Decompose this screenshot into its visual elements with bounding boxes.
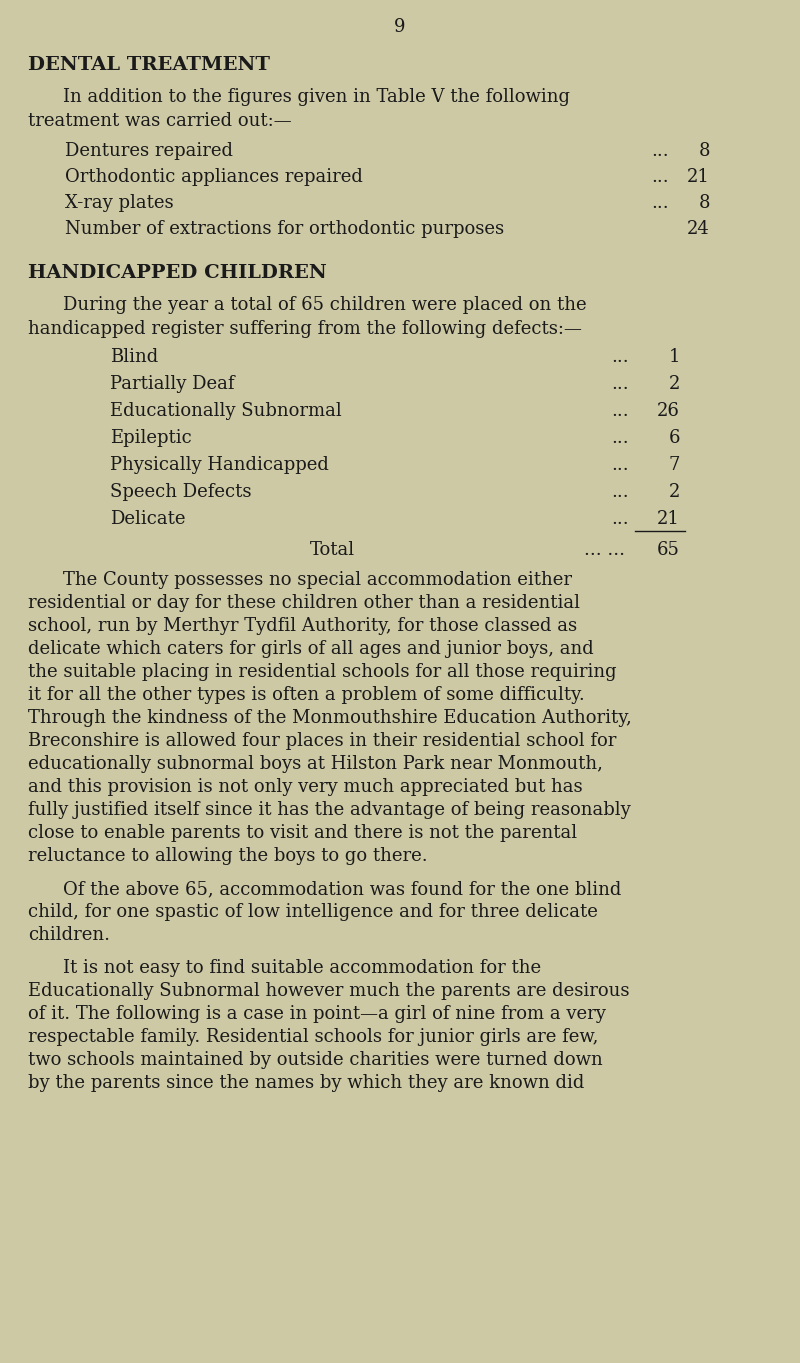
Text: ...: ... (611, 429, 629, 447)
Text: delicate which caters for girls of all ages and junior boys, and: delicate which caters for girls of all a… (28, 641, 594, 658)
Text: It is not easy to find suitable accommodation for the: It is not easy to find suitable accommod… (63, 960, 541, 977)
Text: Educationally Subnormal: Educationally Subnormal (110, 402, 342, 420)
Text: Of the above 65, accommodation was found for the one blind: Of the above 65, accommodation was found… (63, 880, 622, 898)
Text: Physically Handicapped: Physically Handicapped (110, 457, 329, 474)
Text: Breconshire is allowed four places in their residential school for: Breconshire is allowed four places in th… (28, 732, 616, 750)
Text: school, run by Merthyr Tydfil Authority, for those classed as: school, run by Merthyr Tydfil Authority,… (28, 617, 577, 635)
Text: the suitable placing in residential schools for all those requiring: the suitable placing in residential scho… (28, 662, 617, 682)
Text: 24: 24 (687, 219, 710, 239)
Text: ...: ... (611, 510, 629, 527)
Text: 21: 21 (687, 168, 710, 185)
Text: 1: 1 (669, 348, 680, 367)
Text: ...: ... (611, 375, 629, 393)
Text: educationally subnormal boys at Hilston Park near Monmouth,: educationally subnormal boys at Hilston … (28, 755, 603, 773)
Text: Number of extractions for orthodontic purposes: Number of extractions for orthodontic pu… (65, 219, 504, 239)
Text: ...: ... (651, 168, 669, 185)
Text: The County possesses no special accommodation either: The County possesses no special accommod… (63, 571, 572, 589)
Text: and this provision is not only very much appreciated but has: and this provision is not only very much… (28, 778, 582, 796)
Text: HANDICAPPED CHILDREN: HANDICAPPED CHILDREN (28, 264, 326, 282)
Text: 7: 7 (669, 457, 680, 474)
Text: treatment was carried out:—: treatment was carried out:— (28, 112, 292, 129)
Text: Delicate: Delicate (110, 510, 186, 527)
Text: ...: ... (651, 142, 669, 159)
Text: of it. The following is a case in point—a girl of nine from a very: of it. The following is a case in point—… (28, 1005, 606, 1024)
Text: DENTAL TREATMENT: DENTAL TREATMENT (28, 56, 270, 74)
Text: Speech Defects: Speech Defects (110, 483, 251, 502)
Text: X-ray plates: X-ray plates (65, 194, 174, 213)
Text: ... ...: ... ... (585, 541, 626, 559)
Text: Educationally Subnormal however much the parents are desirous: Educationally Subnormal however much the… (28, 981, 630, 1000)
Text: 6: 6 (669, 429, 680, 447)
Text: ...: ... (611, 457, 629, 474)
Text: Dentures repaired: Dentures repaired (65, 142, 233, 159)
Text: close to enable parents to visit and there is not the parental: close to enable parents to visit and the… (28, 825, 577, 842)
Text: Total: Total (310, 541, 355, 559)
Text: In addition to the figures given in Table V the following: In addition to the figures given in Tabl… (63, 89, 570, 106)
Text: Through the kindness of the Monmouthshire Education Authority,: Through the kindness of the Monmouthshir… (28, 709, 632, 726)
Text: it for all the other types is often a problem of some difficulty.: it for all the other types is often a pr… (28, 686, 585, 705)
Text: Partially Deaf: Partially Deaf (110, 375, 234, 393)
Text: ...: ... (611, 348, 629, 367)
Text: 8: 8 (698, 194, 710, 213)
Text: handicapped register suffering from the following defects:—: handicapped register suffering from the … (28, 320, 582, 338)
Text: 21: 21 (657, 510, 680, 527)
Text: Blind: Blind (110, 348, 158, 367)
Text: children.: children. (28, 925, 110, 945)
Text: respectable family. Residential schools for junior girls are few,: respectable family. Residential schools … (28, 1028, 598, 1045)
Text: 65: 65 (657, 541, 680, 559)
Text: ...: ... (611, 402, 629, 420)
Text: two schools maintained by outside charities were turned down: two schools maintained by outside charit… (28, 1051, 602, 1069)
Text: 9: 9 (394, 18, 406, 35)
Text: 2: 2 (669, 483, 680, 502)
Text: Epileptic: Epileptic (110, 429, 192, 447)
Text: residential or day for these children other than a residential: residential or day for these children ot… (28, 594, 580, 612)
Text: 8: 8 (698, 142, 710, 159)
Text: by the parents since the names by which they are known did: by the parents since the names by which … (28, 1074, 584, 1092)
Text: During the year a total of 65 children were placed on the: During the year a total of 65 children w… (63, 296, 586, 313)
Text: fully justified itself since it has the advantage of being reasonably: fully justified itself since it has the … (28, 801, 630, 819)
Text: 26: 26 (657, 402, 680, 420)
Text: ...: ... (651, 194, 669, 213)
Text: Orthodontic appliances repaired: Orthodontic appliances repaired (65, 168, 363, 185)
Text: ...: ... (611, 483, 629, 502)
Text: reluctance to allowing the boys to go there.: reluctance to allowing the boys to go th… (28, 846, 428, 866)
Text: child, for one spastic of low intelligence and for three delicate: child, for one spastic of low intelligen… (28, 904, 598, 921)
Text: 2: 2 (669, 375, 680, 393)
